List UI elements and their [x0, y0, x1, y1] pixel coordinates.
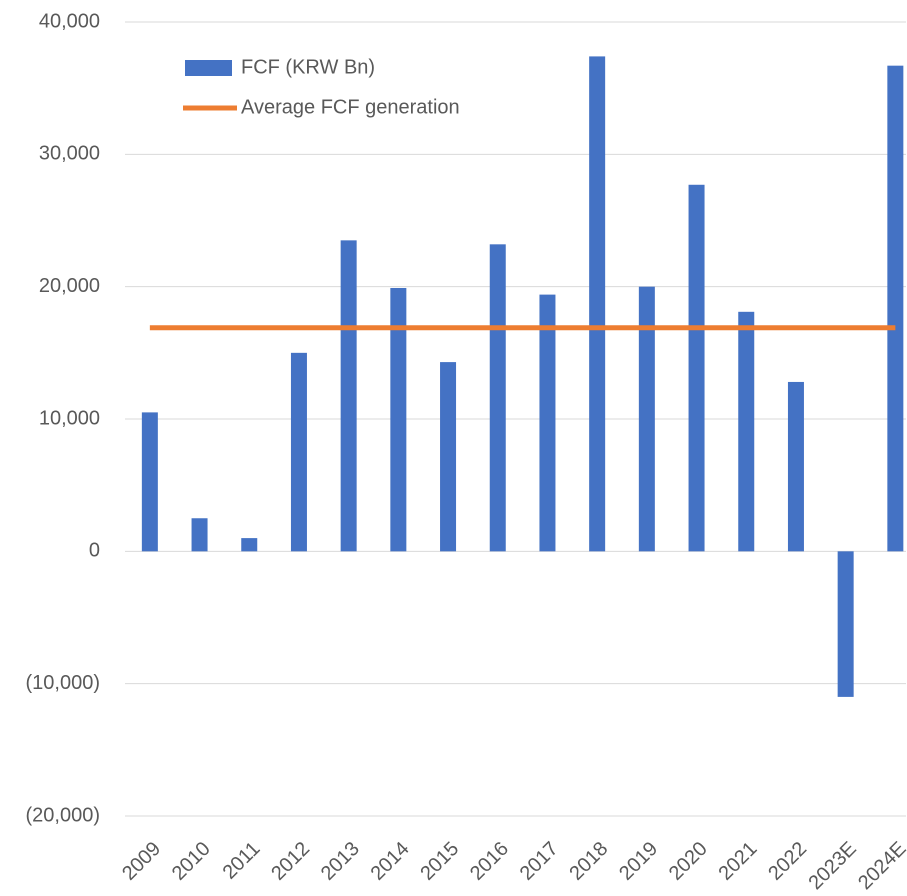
legend-label: Average FCF generation	[241, 96, 460, 118]
bar	[787, 381, 804, 552]
x-tick-label: 2018	[565, 838, 612, 885]
x-tick-label: 2014	[367, 838, 414, 885]
x-tick-label: 2017	[516, 838, 563, 885]
bar	[191, 518, 208, 552]
legend-swatch	[185, 60, 232, 76]
bar	[440, 362, 457, 552]
x-tick-label: 2011	[219, 838, 265, 884]
x-tick-label: 2024E	[854, 838, 907, 894]
bar	[141, 412, 158, 552]
x-tick-label: 2016	[466, 838, 513, 885]
x-tick-label: 2021	[714, 838, 761, 885]
bar	[241, 538, 258, 552]
x-tick-label: 2015	[416, 838, 463, 885]
x-tick-label: 2012	[267, 838, 314, 885]
bar	[738, 311, 755, 552]
y-tick-label: 20,000	[39, 275, 100, 297]
y-tick-label: (10,000)	[26, 672, 101, 694]
x-tick-label: 2019	[615, 838, 662, 885]
bar	[539, 294, 556, 552]
legend-label: FCF (KRW Bn)	[241, 56, 375, 78]
bar	[390, 287, 407, 552]
x-tick-label: 2020	[665, 838, 712, 885]
bar	[887, 65, 904, 552]
y-tick-label: 30,000	[39, 143, 100, 165]
bar	[589, 56, 606, 552]
y-tick-label: 0	[89, 540, 100, 562]
bar	[638, 286, 655, 552]
y-tick-label: 10,000	[39, 407, 100, 429]
bar	[340, 240, 357, 552]
bar	[489, 244, 506, 552]
y-tick-label: 40,000	[39, 10, 100, 32]
x-tick-label: 2013	[317, 838, 364, 885]
y-tick-label: (20,000)	[26, 804, 101, 826]
x-tick-label: 2023E	[804, 838, 860, 894]
bar	[290, 352, 307, 552]
bar	[688, 184, 705, 552]
x-tick-label: 2010	[168, 838, 215, 885]
bar	[837, 551, 854, 697]
x-tick-label: 2009	[118, 838, 165, 885]
